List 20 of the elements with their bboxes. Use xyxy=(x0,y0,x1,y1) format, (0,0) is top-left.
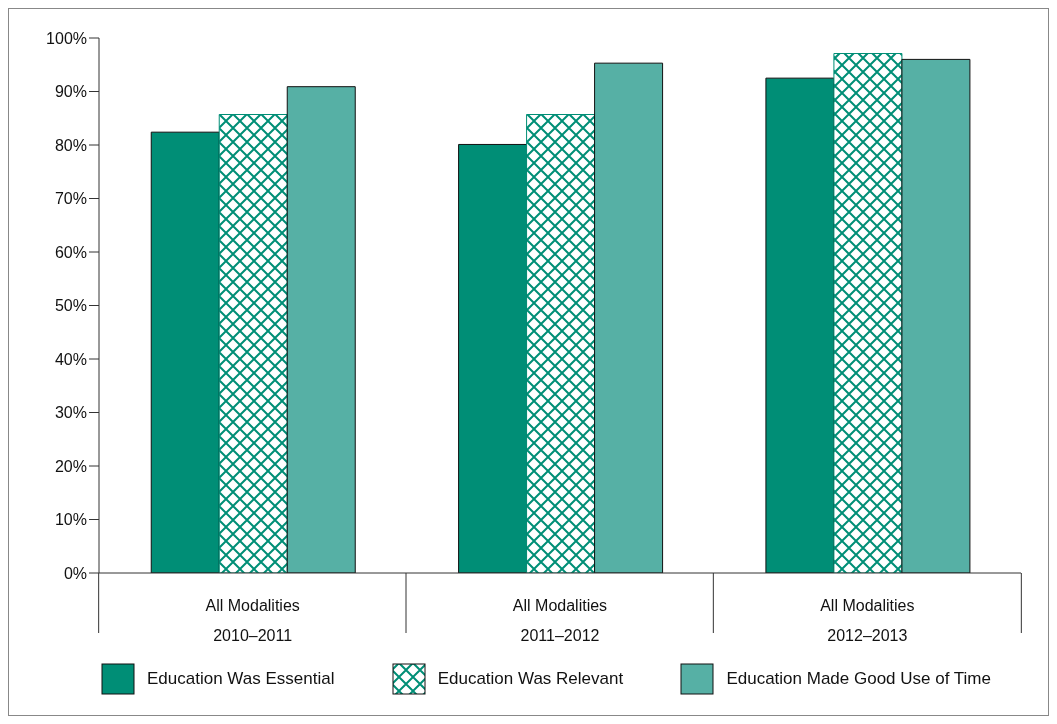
y-tick-label: 40% xyxy=(54,350,87,368)
y-tick-label: 0% xyxy=(63,564,87,582)
legend-label: Education Was Relevant xyxy=(437,669,624,689)
y-tick-label: 30% xyxy=(54,404,87,422)
y-tick-label: 70% xyxy=(54,190,87,208)
y-tick-label: 90% xyxy=(54,83,87,101)
y-tick-label: 20% xyxy=(54,457,87,475)
bar xyxy=(286,86,356,573)
bar xyxy=(901,58,971,573)
x-tick-label: All Modalities 2011–2012 xyxy=(512,597,608,644)
legend-label: Education Made Good Use of Time xyxy=(726,669,991,689)
y-tick-label: 80% xyxy=(54,136,87,154)
y-tick-label: 100% xyxy=(46,29,87,47)
x-tick-label: All Modalities 2012–2013 xyxy=(820,597,915,644)
y-tick-label: 50% xyxy=(54,297,87,315)
y-tick-label: 10% xyxy=(54,511,87,529)
x-tick-label: All Modalities 2010–2011 xyxy=(205,597,300,644)
bar xyxy=(594,62,664,573)
legend-label: Education Was Essential xyxy=(147,669,335,689)
y-tick-label: 60% xyxy=(54,243,87,261)
